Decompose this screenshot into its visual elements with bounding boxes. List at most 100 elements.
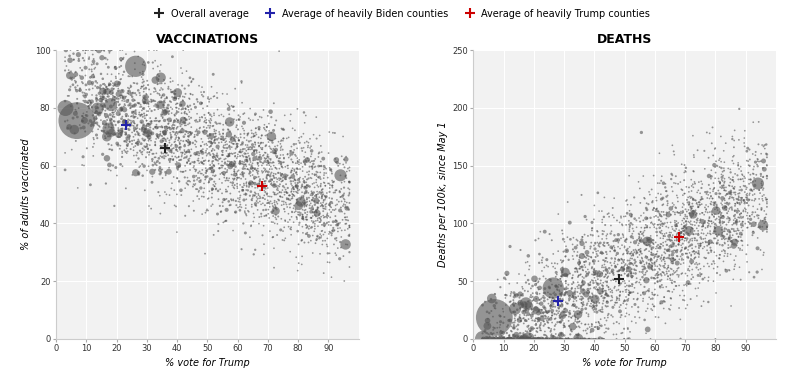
Point: [584, 244, 597, 250]
Point: [210, 131, 222, 137]
Point: [745, 180, 758, 186]
Point: [317, 238, 330, 244]
Point: [714, 214, 727, 221]
Point: [206, 154, 219, 160]
Point: [318, 221, 330, 228]
Point: [625, 270, 638, 276]
Point: [294, 160, 307, 166]
Point: [179, 106, 192, 112]
Point: [673, 210, 686, 216]
Point: [301, 212, 314, 218]
Point: [303, 164, 316, 170]
Point: [511, 326, 524, 333]
Point: [285, 224, 298, 230]
Point: [154, 62, 167, 68]
Point: [510, 336, 522, 342]
Point: [559, 278, 572, 284]
Point: [606, 263, 618, 269]
Point: [205, 84, 218, 90]
Point: [480, 336, 493, 342]
Point: [154, 111, 167, 117]
Point: [246, 117, 259, 123]
Point: [634, 246, 647, 252]
Point: [508, 319, 521, 325]
Point: [189, 104, 202, 110]
Point: [507, 325, 520, 331]
Point: [176, 97, 189, 103]
Point: [575, 300, 588, 306]
Point: [742, 162, 755, 168]
Point: [197, 189, 210, 196]
Point: [133, 90, 146, 96]
Point: [304, 145, 317, 151]
Point: [206, 176, 218, 182]
Point: [660, 255, 673, 261]
Point: [151, 81, 164, 87]
Point: [646, 291, 659, 298]
Point: [227, 196, 240, 203]
Point: [718, 219, 730, 226]
Point: [258, 223, 270, 229]
Point: [623, 258, 636, 264]
Point: [728, 228, 741, 234]
Point: [740, 157, 753, 164]
Point: [500, 336, 513, 342]
Point: [182, 121, 194, 127]
Point: [266, 159, 279, 165]
Point: [238, 182, 250, 188]
Point: [744, 220, 757, 226]
Point: [126, 104, 139, 110]
Point: [151, 158, 164, 164]
Point: [589, 269, 602, 275]
Point: [562, 257, 575, 263]
Point: [514, 336, 526, 342]
Point: [257, 169, 270, 175]
Point: [699, 239, 712, 245]
Point: [560, 336, 573, 342]
Point: [758, 142, 771, 148]
Point: [187, 164, 200, 171]
Point: [311, 182, 324, 188]
Point: [229, 164, 242, 170]
Point: [230, 124, 242, 130]
Point: [681, 273, 694, 279]
Point: [296, 224, 309, 230]
Point: [310, 237, 322, 243]
Point: [544, 305, 557, 311]
Point: [292, 211, 305, 218]
Point: [249, 140, 262, 146]
Point: [554, 276, 567, 282]
Point: [228, 182, 241, 188]
Point: [331, 160, 344, 166]
Point: [612, 268, 625, 275]
Point: [574, 284, 587, 290]
Point: [280, 181, 293, 187]
Point: [142, 203, 155, 209]
Point: [261, 132, 274, 138]
Point: [95, 47, 108, 53]
Point: [511, 306, 524, 313]
Point: [666, 261, 679, 267]
Point: [181, 181, 194, 187]
Point: [636, 258, 649, 264]
Point: [112, 110, 125, 117]
Point: [334, 204, 347, 211]
Point: [754, 247, 767, 253]
Point: [262, 136, 274, 142]
Point: [253, 183, 266, 189]
Point: [756, 196, 769, 202]
Point: [686, 238, 698, 244]
Point: [125, 92, 138, 98]
Point: [265, 138, 278, 144]
Point: [165, 186, 178, 192]
Point: [558, 286, 570, 292]
Point: [230, 142, 243, 148]
Point: [176, 82, 189, 89]
Point: [235, 78, 248, 84]
Point: [299, 214, 312, 220]
Point: [151, 72, 164, 78]
Point: [138, 62, 150, 69]
Point: [749, 159, 762, 165]
Point: [338, 157, 350, 163]
Point: [311, 206, 324, 212]
